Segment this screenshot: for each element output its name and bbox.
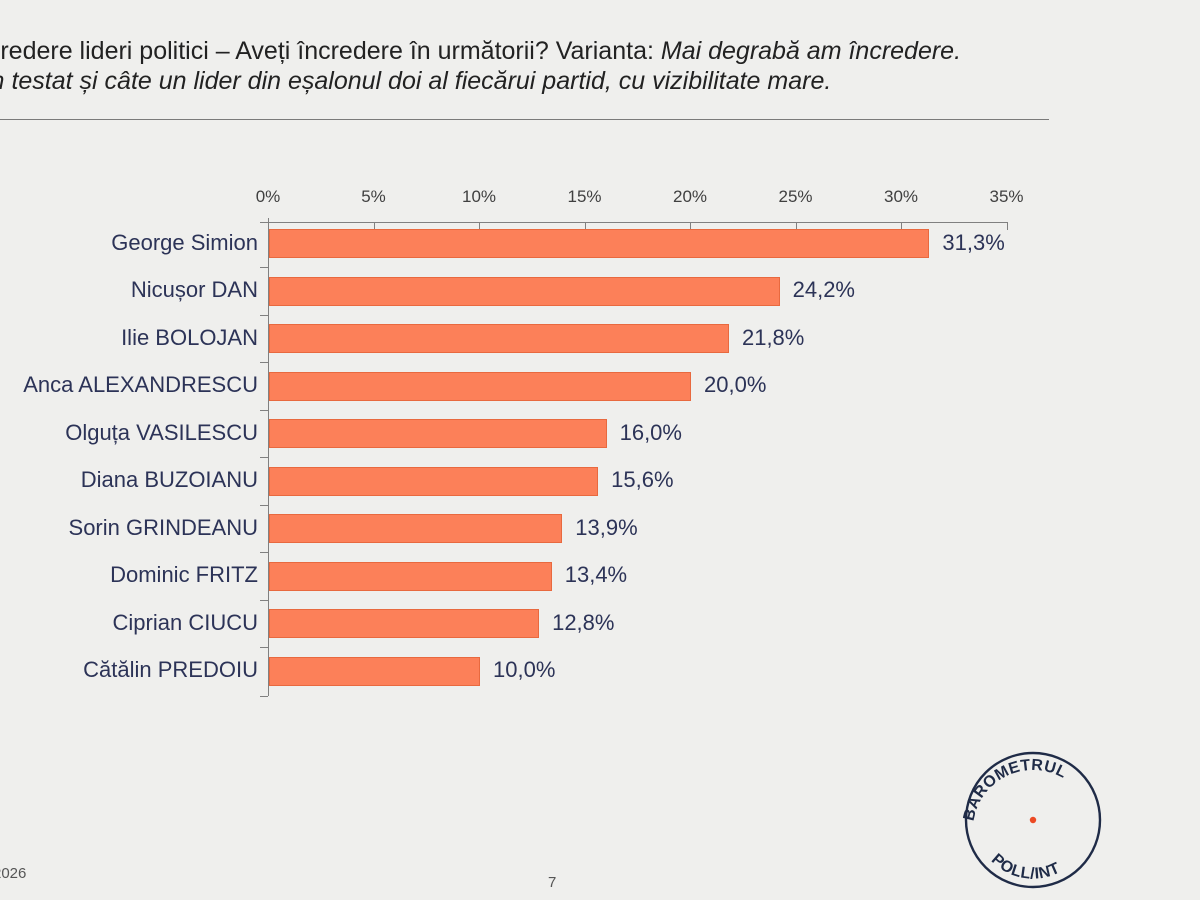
- svg-text:BAROMETRUL: BAROMETRUL: [963, 757, 1070, 823]
